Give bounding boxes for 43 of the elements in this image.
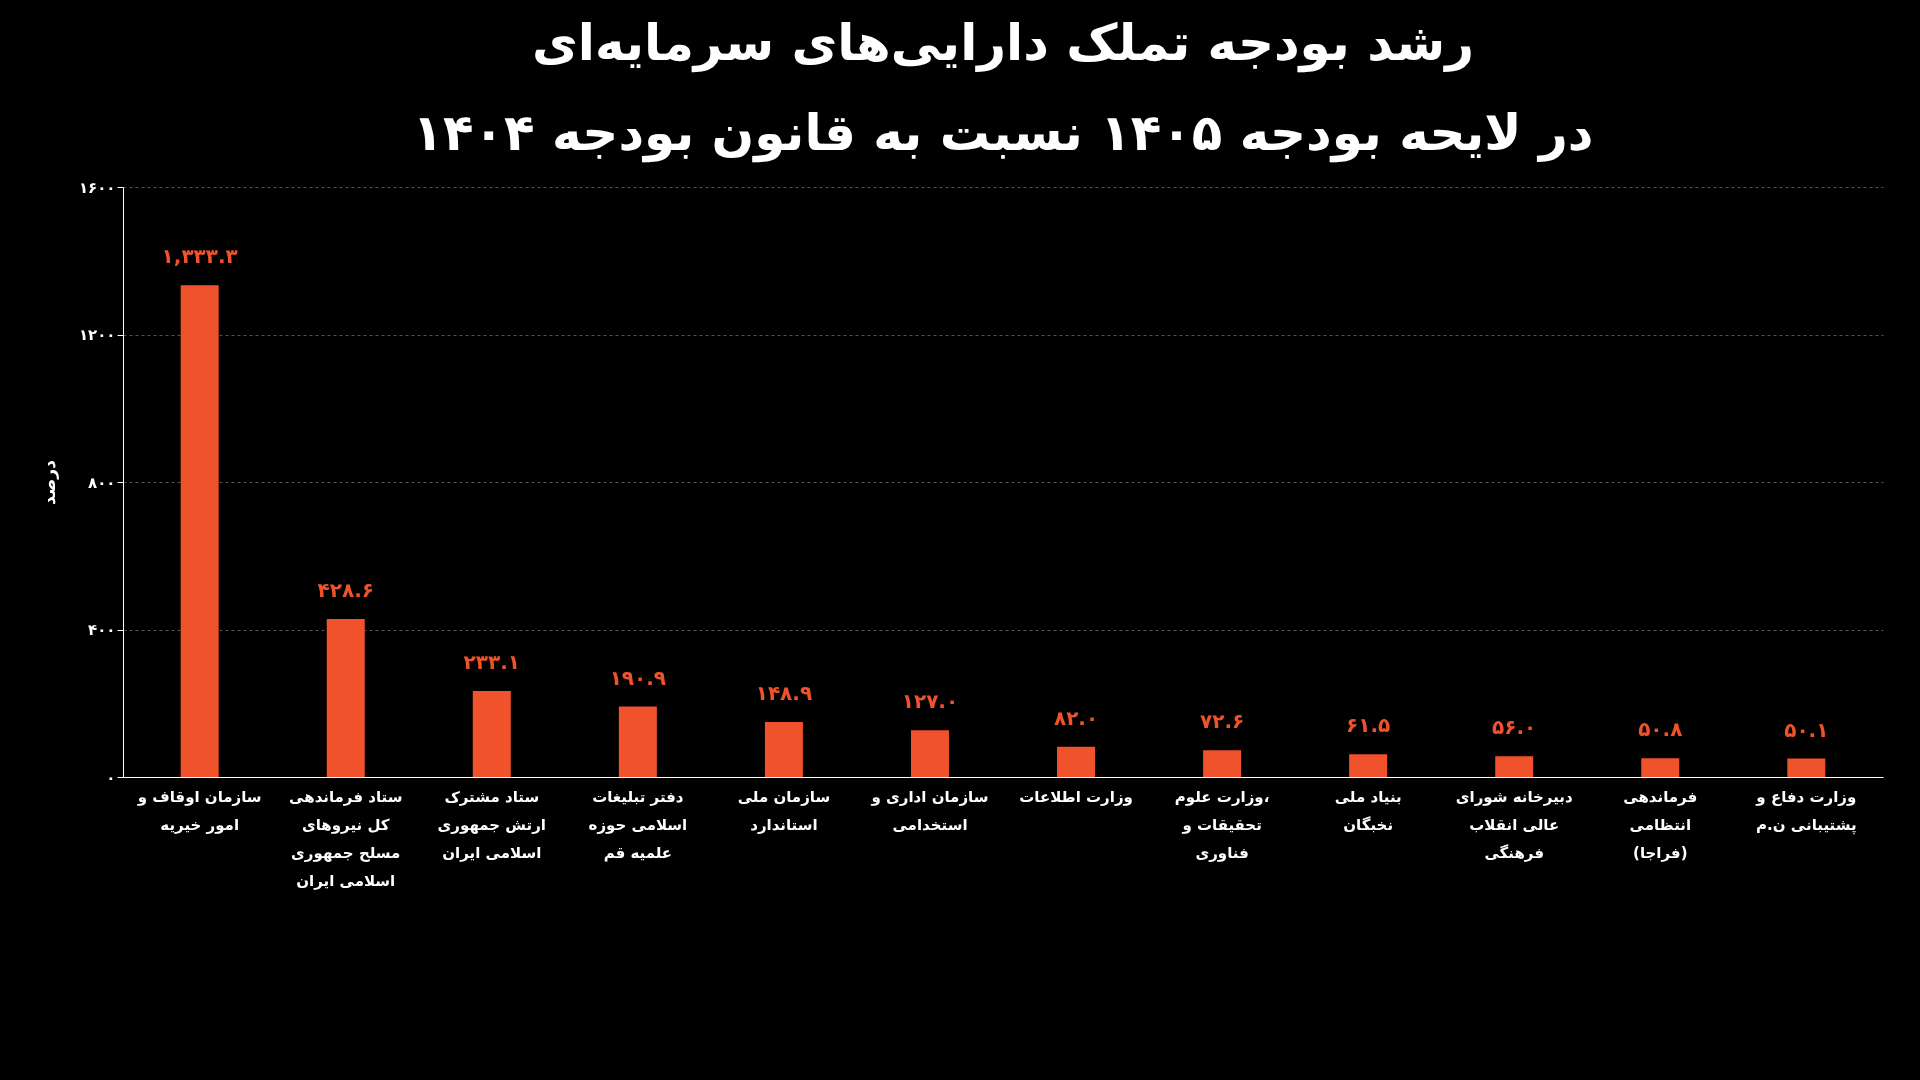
bar <box>1057 746 1096 777</box>
x-tick-label: سازمان اداری و استخدامی <box>870 787 989 834</box>
data-label: ۶۱.۵ <box>1346 713 1391 738</box>
bar <box>472 691 511 777</box>
data-label: ۱۴۸.۹ <box>755 681 813 706</box>
data-label: ۱,۳۳۳.۳ <box>161 244 238 269</box>
y-tick-label: ۱۲۰۰ <box>78 326 116 344</box>
bar <box>764 722 803 777</box>
data-label: ۲۳۳.۱ <box>463 650 521 675</box>
x-tick-label: وزارت دفاع و پشتیبانی ن.م <box>1755 787 1857 835</box>
data-label: ۵۰.۸ <box>1638 717 1683 742</box>
bar <box>910 730 949 777</box>
data-label: ۵۰.۱ <box>1784 717 1829 742</box>
x-tick-label: بنیاد ملی نخبگان <box>1334 787 1402 834</box>
bar <box>326 618 365 777</box>
x-tick-label: سازمان اوقاف و امور خیریه <box>136 787 262 834</box>
x-tick-label: سازمان ملی استاندارد <box>737 787 831 834</box>
y-tick-label: ۰ <box>106 768 116 787</box>
bar <box>1495 756 1534 777</box>
chart-title: رشد بودجه تملک دارایی‌های سرمایه‌ای در لایحه بودجه ۱۴۰۵ نسبت به قانون بودجه ۱۴۰۴ <box>412 14 1594 163</box>
data-label: ۵۶.۰ <box>1492 715 1537 740</box>
x-tick-label: وزارت اطلاعات <box>1019 787 1133 806</box>
data-label: ۱۹۰.۹ <box>609 665 667 690</box>
bar <box>618 706 657 777</box>
data-label: ۱۲۷.۰ <box>901 689 959 714</box>
bar <box>1349 754 1388 777</box>
bar <box>1203 750 1242 777</box>
x-tick-label: وزارت علوم، تحقیقات و فناوری <box>1174 787 1270 862</box>
y-tick-label: ۴۰۰ <box>88 621 116 639</box>
x-tick-label: دبیرخانه شورای عالی انقلاب فرهنگی <box>1455 787 1573 862</box>
y-axis-title: درصد <box>38 459 59 505</box>
x-tick-label: فرماندهی انتظامی (فراجا) <box>1623 787 1698 862</box>
x-tick-label: ستاد مشترک ارتش جمهوری اسلامی ایران <box>437 787 546 862</box>
bar <box>1641 758 1680 777</box>
x-tick-label: ستاد فرماندهی کل نیروهای مسلح جمهوری اسلامی ایران <box>289 787 403 890</box>
bar <box>1787 758 1826 777</box>
data-label: ۴۲۸.۶ <box>317 577 374 602</box>
x-tick-label: دفتر تبلیغات اسلامی حوزه علمیه قم <box>588 787 688 862</box>
data-label: ۷۲.۶ <box>1199 709 1245 734</box>
y-tick-label: ۱۶۰۰ <box>78 178 116 197</box>
y-tick-label: ۸۰۰ <box>88 473 116 492</box>
data-label: ۸۲.۰ <box>1053 705 1099 730</box>
bar <box>180 285 219 777</box>
